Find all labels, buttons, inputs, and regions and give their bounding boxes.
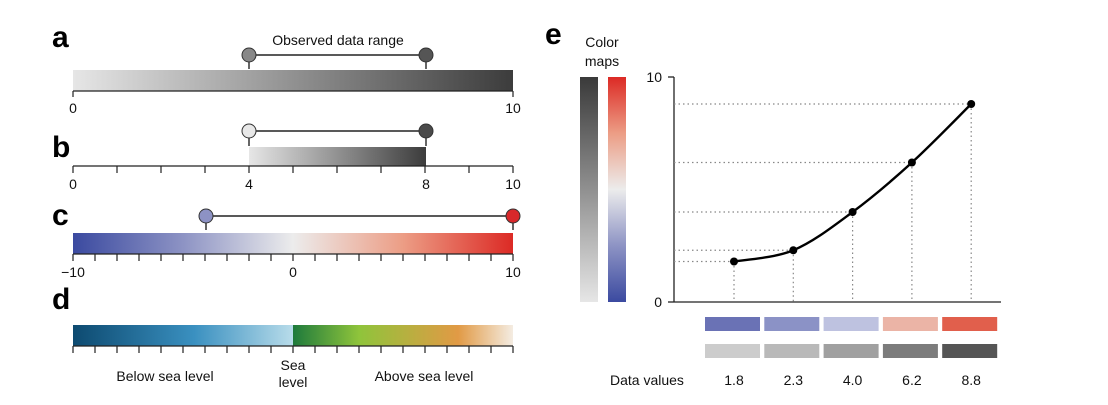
panel-c: c −10 0 10 <box>52 199 521 280</box>
panel-letter-a: a <box>52 21 69 54</box>
x-tick-label: 8.8 <box>961 372 981 388</box>
tick-label-a-0: 0 <box>69 100 77 116</box>
axis-ticks-c <box>72 254 514 261</box>
gray-swatch <box>764 344 820 358</box>
y-tick-label-0: 0 <box>654 294 662 310</box>
observed-range-label: Observed data range <box>272 32 404 48</box>
panel-letter-b: b <box>52 131 70 164</box>
colormaps-title-line2: maps <box>585 53 619 69</box>
series-line <box>733 103 973 263</box>
axis-ticks-b <box>72 166 514 173</box>
tick-label-b-4: 4 <box>245 176 253 192</box>
axis-ticks-d <box>72 346 514 353</box>
gray-swatch <box>882 344 938 358</box>
tick-label-b-10: 10 <box>505 176 521 192</box>
x-tick-label: 6.2 <box>902 372 922 388</box>
gray-colormap-vertical <box>580 77 598 302</box>
tick-label-c-10: 10 <box>505 264 521 280</box>
y-tick-label-10: 10 <box>646 69 662 85</box>
grayscale-bar-b <box>249 147 426 166</box>
chart-points <box>730 100 976 266</box>
sea-level-label-line1: Sea <box>281 357 306 373</box>
diverging-colormap-vertical <box>608 77 626 302</box>
diverging-swatch <box>705 317 760 331</box>
x-tick-label: 1.8 <box>724 372 744 388</box>
diverging-swatch-row <box>705 317 998 331</box>
tick-label-b-0: 0 <box>69 176 77 192</box>
panel-letter-e: e <box>545 18 562 51</box>
gray-swatch <box>942 344 998 358</box>
data-values-label: Data values <box>610 372 684 388</box>
tick-label-c-neg10: −10 <box>61 264 85 280</box>
diverging-swatch <box>882 317 938 331</box>
diverging-swatch <box>823 317 879 331</box>
gray-swatch <box>823 344 879 358</box>
chart-guides <box>674 103 972 302</box>
diverging-swatch <box>764 317 820 331</box>
panel-e: e Color maps 10 0 Data values 1.8 2.3 4.0 6… <box>545 18 1001 388</box>
tick-label-c-0: 0 <box>289 264 297 280</box>
below-sea-level-label: Below sea level <box>116 368 213 384</box>
diverging-swatch <box>942 317 998 331</box>
data-point <box>848 208 857 216</box>
tick-label-b-8: 8 <box>422 176 430 192</box>
x-tick-label: 2.3 <box>784 372 804 388</box>
panel-b: b 0 4 8 10 <box>52 123 521 192</box>
sea-level-label-line2: level <box>279 374 308 390</box>
gray-swatch-row <box>705 344 998 358</box>
tick-label-a-10: 10 <box>505 100 521 116</box>
range-pin-start-icon <box>241 47 257 69</box>
panel-d: d Below sea level Sea level Above sea le… <box>52 283 514 390</box>
data-point <box>907 158 916 167</box>
above-sea-level-label: Above sea level <box>375 368 474 384</box>
colormaps-title-line1: Color <box>585 34 619 50</box>
range-pin-start-icon <box>241 123 257 146</box>
panel-a: a Observed data range 0 10 <box>52 21 521 116</box>
panel-letter-c: c <box>52 199 69 232</box>
data-point <box>789 246 798 255</box>
range-pin-start-icon <box>198 208 214 230</box>
terrain-bar-below <box>73 325 293 346</box>
panel-letter-d: d <box>52 283 70 316</box>
data-point <box>730 257 738 266</box>
range-pin-end-icon <box>418 123 434 146</box>
gray-swatch <box>705 344 760 358</box>
grayscale-bar-a <box>73 70 513 91</box>
x-tick-labels: 1.8 2.3 4.0 6.2 8.8 <box>724 372 981 388</box>
range-pin-end-icon <box>505 208 521 230</box>
diverging-bar-c <box>73 233 513 254</box>
range-pin-end-icon <box>418 47 434 69</box>
data-point <box>967 100 976 108</box>
x-tick-label: 4.0 <box>843 372 863 388</box>
terrain-bar-above <box>293 325 513 346</box>
